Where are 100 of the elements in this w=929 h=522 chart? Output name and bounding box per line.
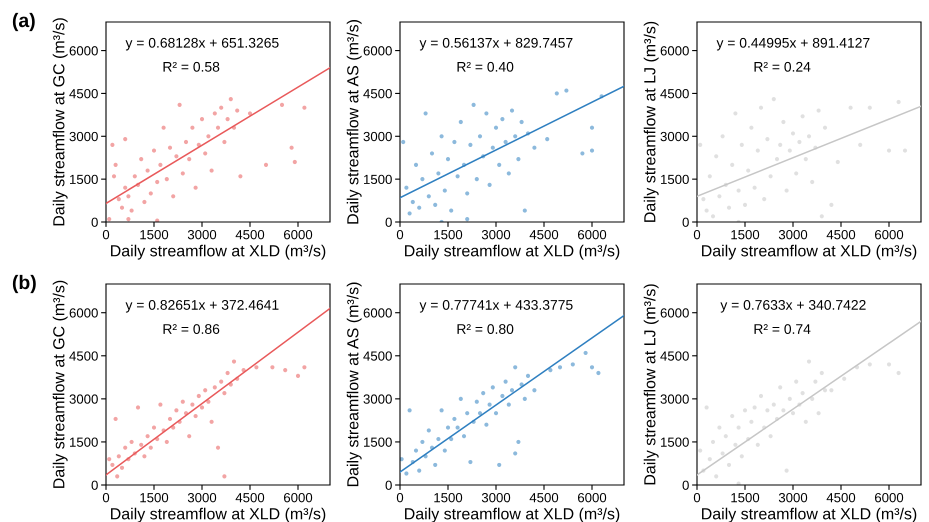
point	[426, 194, 431, 198]
point	[280, 102, 284, 107]
point	[740, 454, 744, 458]
point	[238, 174, 242, 178]
y-tick-label: 4500	[363, 88, 392, 98]
point	[478, 411, 482, 416]
point	[708, 457, 712, 462]
annotation: y = 0.44995x + 891.4127	[716, 38, 870, 50]
point	[180, 171, 185, 176]
point	[500, 394, 504, 398]
point	[130, 208, 134, 213]
point	[196, 394, 201, 398]
point	[794, 171, 798, 176]
x-tick-label: 6000	[578, 230, 606, 240]
point	[772, 97, 776, 102]
point	[200, 117, 204, 122]
point	[194, 186, 198, 190]
point	[746, 168, 750, 173]
point	[212, 111, 217, 116]
point	[232, 359, 236, 364]
point	[112, 174, 116, 178]
point	[813, 380, 818, 384]
y-axis-title: Daily streamflow at GC (m³/s)	[52, 18, 68, 226]
point	[283, 368, 288, 372]
point	[570, 362, 575, 366]
x-tick-label: 3000	[482, 230, 510, 240]
point	[155, 218, 160, 222]
point	[110, 142, 114, 147]
point	[749, 126, 754, 130]
point	[116, 197, 121, 202]
point	[504, 380, 508, 384]
y-tick-label: 3000	[364, 394, 392, 404]
point	[142, 200, 146, 204]
point	[490, 385, 495, 390]
point	[742, 408, 748, 412]
point	[758, 394, 764, 398]
point	[174, 154, 178, 158]
y-tick-label: 1500	[70, 174, 98, 184]
point	[740, 142, 744, 147]
point	[772, 402, 776, 407]
point	[190, 126, 194, 130]
point	[756, 148, 760, 153]
point	[178, 102, 182, 107]
point	[490, 146, 495, 150]
point	[822, 388, 828, 392]
point	[436, 436, 440, 442]
point	[456, 425, 460, 430]
point	[590, 126, 594, 130]
point	[510, 388, 514, 392]
point	[126, 217, 130, 222]
point	[148, 446, 153, 450]
point	[564, 88, 568, 93]
point	[752, 186, 757, 190]
x-tick-label: 3000	[482, 492, 510, 502]
y-axis-title: Daily streamflow at AS (m³/s)	[346, 20, 362, 224]
point	[842, 376, 846, 381]
point	[710, 214, 716, 218]
point	[474, 400, 479, 404]
point	[187, 157, 192, 162]
point	[590, 148, 594, 153]
point	[756, 442, 760, 447]
point	[698, 448, 702, 453]
point	[465, 217, 470, 222]
x-tick-label: 1500	[140, 230, 168, 240]
point	[742, 202, 748, 207]
y-tick-label: 0	[386, 480, 392, 490]
point	[778, 385, 782, 390]
point	[714, 154, 718, 158]
point	[497, 462, 502, 467]
point	[180, 400, 185, 404]
x-tick-label: 6000	[284, 492, 312, 502]
point	[520, 120, 524, 124]
point	[408, 211, 412, 216]
point	[226, 370, 230, 376]
point	[730, 414, 734, 418]
point	[548, 368, 552, 372]
point	[120, 466, 124, 470]
y-axis-title: Daily streamflow at AS (m³/s)	[346, 282, 362, 486]
y-tick-label: 1500	[70, 437, 98, 447]
point	[400, 457, 404, 462]
point	[717, 425, 722, 430]
point	[171, 194, 176, 198]
point	[290, 146, 294, 150]
point	[292, 160, 297, 164]
x-tick-label: 4500	[530, 230, 558, 240]
point	[788, 396, 792, 401]
point	[142, 454, 146, 458]
point	[458, 120, 463, 124]
point	[474, 177, 479, 182]
point	[708, 174, 712, 178]
point	[168, 416, 172, 422]
point	[158, 162, 162, 167]
point	[107, 457, 112, 462]
point	[210, 168, 214, 173]
annotation: R² = 0.86	[164, 324, 220, 334]
x-tick-label: 1500	[434, 492, 462, 502]
point	[436, 171, 440, 176]
point	[752, 405, 757, 410]
annotation: y = 0.77741x + 433.3775	[420, 300, 573, 313]
point	[590, 365, 594, 370]
